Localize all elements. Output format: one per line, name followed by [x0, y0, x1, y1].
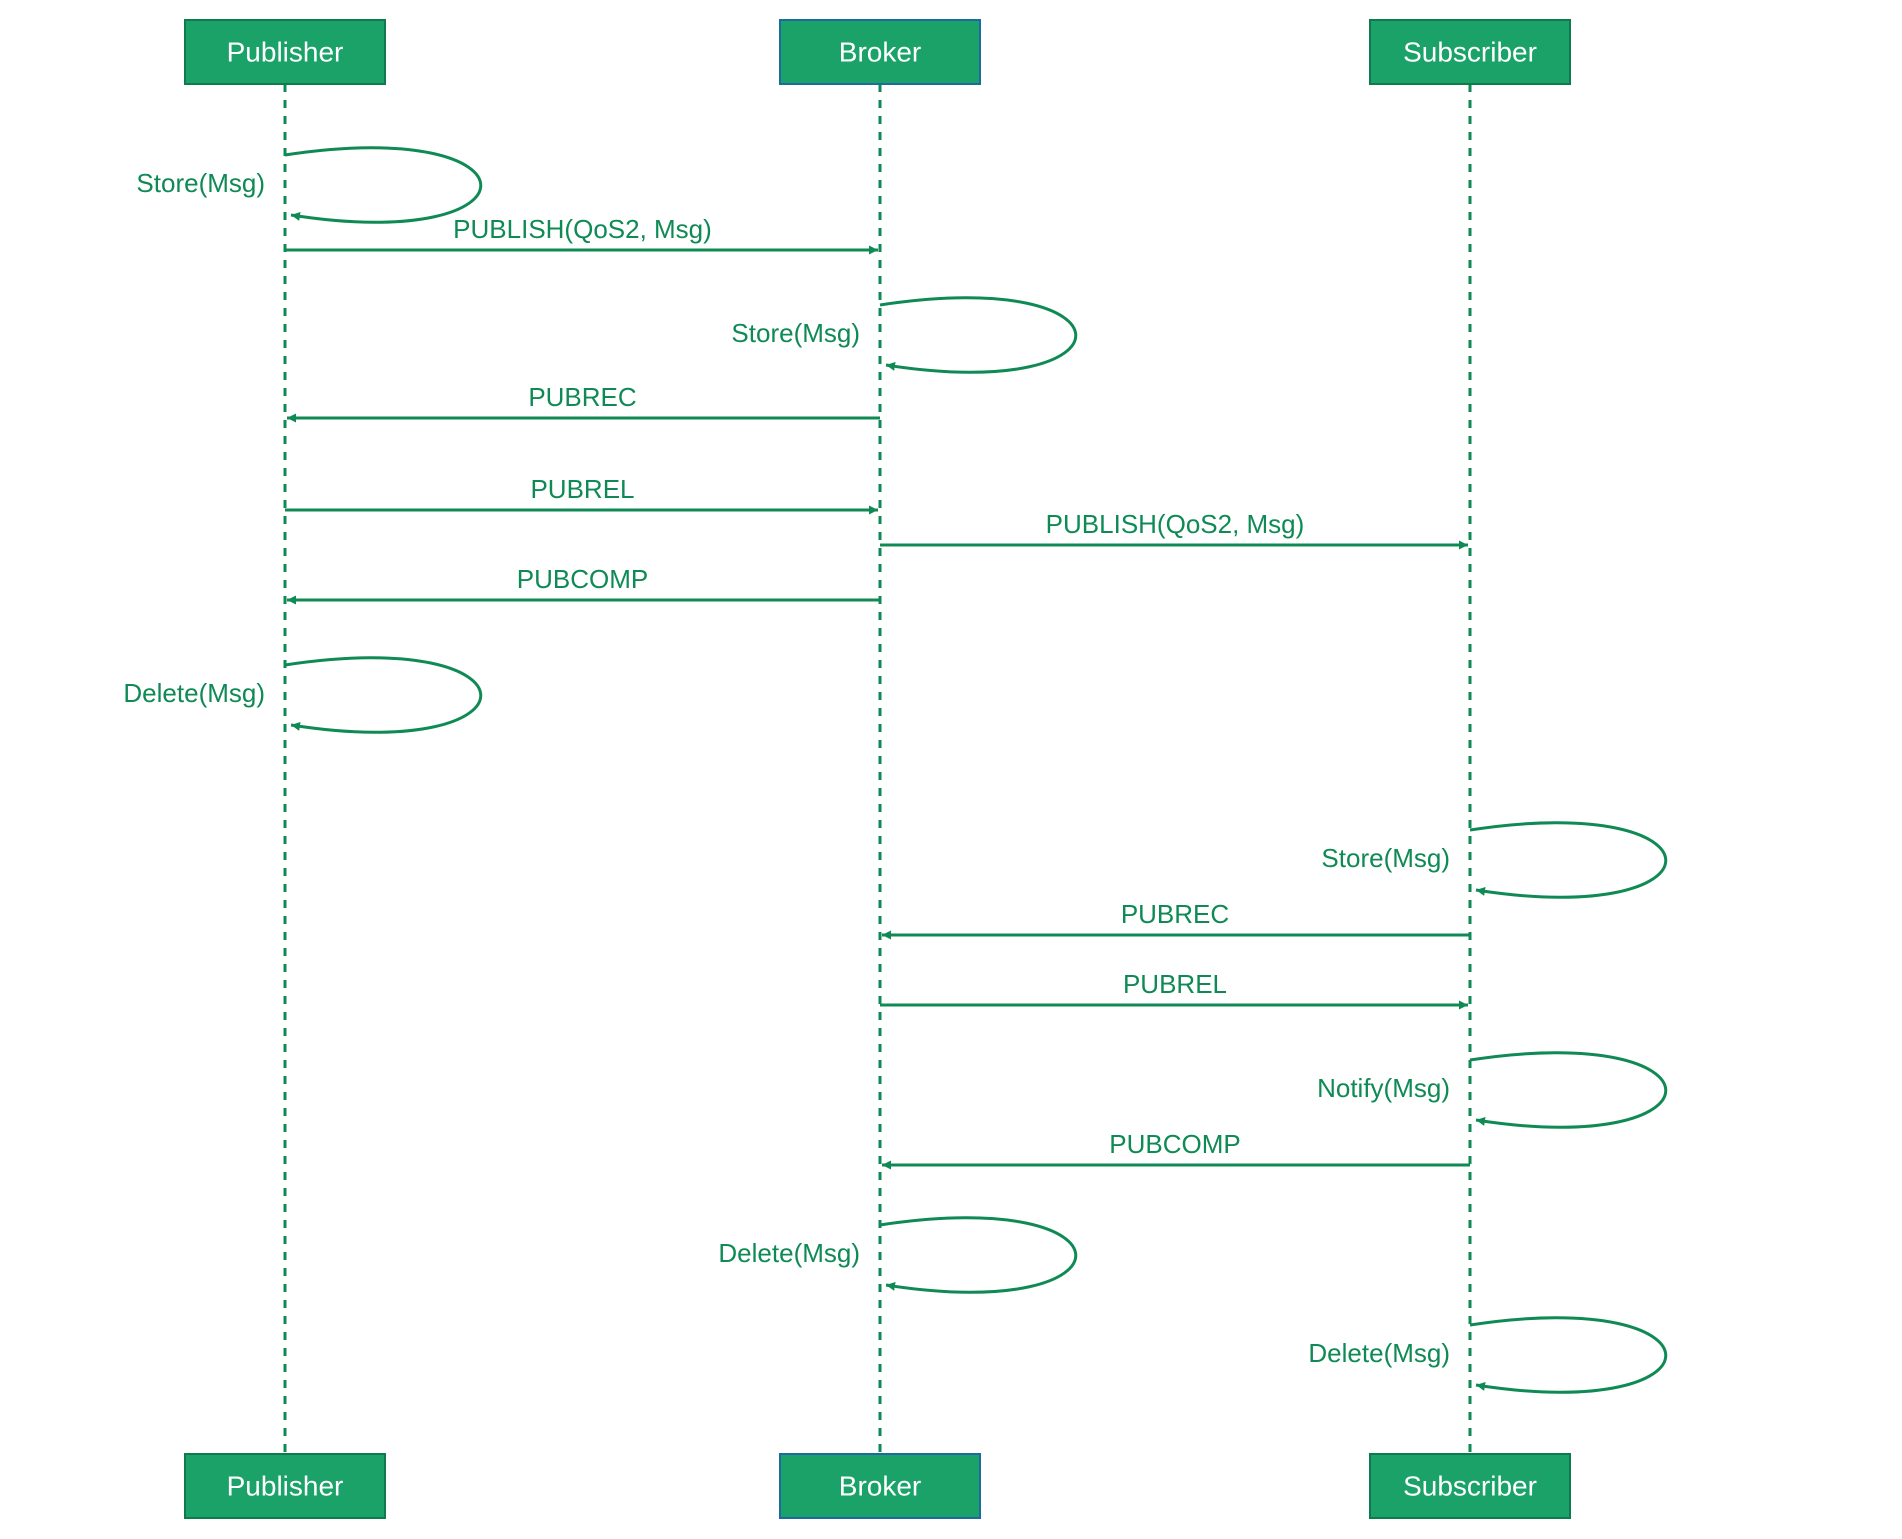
- actor-label-publisher: Publisher: [227, 36, 344, 67]
- self-message-broker: [880, 298, 1076, 373]
- message-label: PUBLISH(QoS2, Msg): [1046, 509, 1305, 539]
- self-message-publisher: [285, 148, 481, 223]
- message-label: PUBLISH(QoS2, Msg): [453, 214, 712, 244]
- actor-label-broker: Broker: [839, 36, 921, 67]
- message-label: PUBREL: [530, 474, 634, 504]
- sequence-diagram: Store(Msg) Store(Msg) Delete(Msg) Store(Msg…: [0, 0, 1902, 1539]
- message-label: PUBREC: [528, 382, 636, 412]
- message-label: PUBCOMP: [1109, 1129, 1240, 1159]
- self-message-subscriber: [1470, 1318, 1666, 1393]
- self-message-label: Delete(Msg): [1308, 1338, 1450, 1368]
- actor-label-publisher: Publisher: [227, 1470, 344, 1501]
- self-message-label: Store(Msg): [731, 318, 860, 348]
- self-message-subscriber: [1470, 823, 1666, 898]
- diagram-svg: Store(Msg) Store(Msg) Delete(Msg) Store(Msg…: [0, 0, 1902, 1539]
- message-label: PUBREL: [1123, 969, 1227, 999]
- actor-label-subscriber: Subscriber: [1403, 1470, 1537, 1501]
- message-label: PUBREC: [1121, 899, 1229, 929]
- self-message-label: Delete(Msg): [123, 678, 265, 708]
- self-message-subscriber: [1470, 1053, 1666, 1128]
- self-message-label: Store(Msg): [136, 168, 265, 198]
- self-message-label: Store(Msg): [1321, 843, 1450, 873]
- actor-label-subscriber: Subscriber: [1403, 36, 1537, 67]
- self-message-label: Delete(Msg): [718, 1238, 860, 1268]
- self-message-broker: [880, 1218, 1076, 1293]
- actor-label-broker: Broker: [839, 1470, 921, 1501]
- self-message-label: Notify(Msg): [1317, 1073, 1450, 1103]
- message-label: PUBCOMP: [517, 564, 648, 594]
- self-message-publisher: [285, 658, 481, 733]
